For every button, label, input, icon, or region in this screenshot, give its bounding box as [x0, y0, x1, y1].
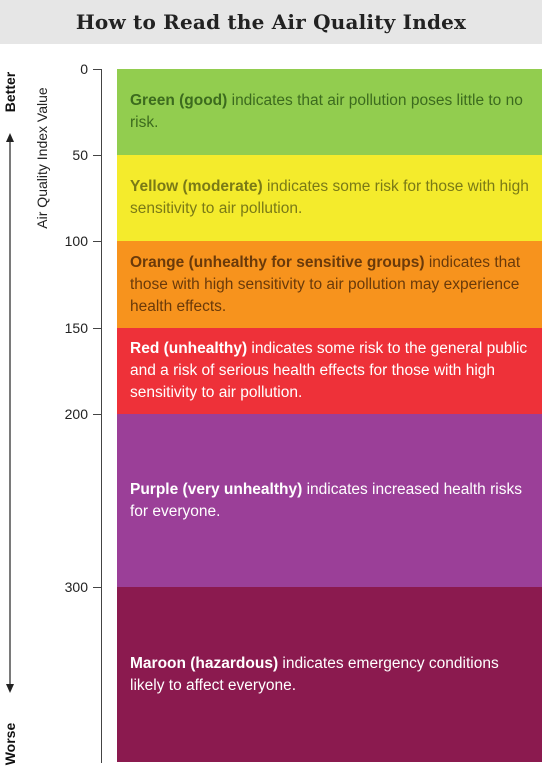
- tick-mark: [93, 328, 102, 329]
- aqi-band: Yellow (moderate) indicates some risk fo…: [117, 155, 542, 241]
- aqi-band: Red (unhealthy) indicates some risk to t…: [117, 328, 542, 414]
- band-name: Green (good): [130, 92, 228, 109]
- band-name: Purple (very unhealthy): [130, 480, 303, 498]
- band-text: indicates some risk for those with high …: [130, 178, 529, 217]
- band-description: Orange (unhealthy for sensitive groups) …: [130, 252, 532, 318]
- aqi-band: Purple (very unhealthy) indicates increa…: [117, 414, 542, 587]
- band-text: indicates that those with high sensitivi…: [130, 253, 521, 315]
- band-text: indicates that air pollution poses littl…: [130, 92, 523, 131]
- aqi-band: Maroon (hazardous) indicates emergency c…: [117, 587, 542, 762]
- title-bar: How to Read the Air Quality Index: [0, 0, 542, 44]
- tick-label: 100: [64, 233, 88, 249]
- band-text: indicates some risk to the general publi…: [130, 340, 528, 401]
- band-description: Maroon (hazardous) indicates emergency c…: [130, 653, 532, 697]
- better-worse-arrow: [6, 133, 14, 693]
- tick-label: 300: [64, 579, 88, 595]
- band-text: indicates increased health risks for eve…: [130, 480, 522, 520]
- tick-label: 200: [64, 406, 88, 422]
- band-description: Yellow (moderate) indicates some risk fo…: [130, 176, 532, 220]
- diagram-title: How to Read the Air Quality Index: [75, 10, 467, 34]
- band-name: Red (unhealthy): [130, 340, 248, 357]
- arrow-up-icon: [6, 133, 14, 142]
- band-name: Orange (unhealthy for sensitive groups): [130, 253, 425, 271]
- tick-mark: [93, 69, 102, 70]
- band-name: Maroon (hazardous): [130, 654, 279, 672]
- tick-label: 50: [72, 147, 88, 163]
- tick-mark: [93, 587, 102, 588]
- tick-mark: [93, 155, 102, 156]
- aqi-band: Green (good) indicates that air pollutio…: [117, 69, 542, 155]
- tick-label: 150: [64, 320, 88, 336]
- scale-line: [101, 69, 102, 763]
- aqi-band: Orange (unhealthy for sensitive groups) …: [117, 241, 542, 328]
- tick-label: 0: [80, 61, 88, 77]
- arrow-down-icon: [6, 684, 14, 693]
- band-name: Yellow (moderate): [130, 178, 263, 195]
- band-description: Green (good) indicates that air pollutio…: [130, 90, 532, 134]
- band-text: indicates emergency conditions likely to…: [130, 654, 499, 694]
- tick-mark: [93, 241, 102, 242]
- band-description: Red (unhealthy) indicates some risk to t…: [130, 338, 532, 404]
- tick-mark: [93, 414, 102, 415]
- band-description: Purple (very unhealthy) indicates increa…: [130, 479, 532, 523]
